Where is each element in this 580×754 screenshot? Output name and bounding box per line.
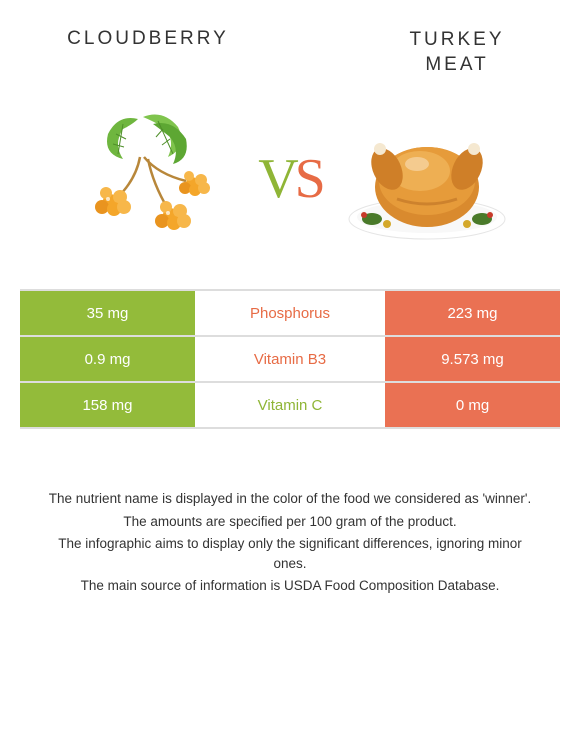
images-row: VS	[0, 89, 580, 289]
table-row: 0.9 mg Vitamin B3 9.573 mg	[20, 337, 560, 383]
footnotes: The nutrient name is displayed in the co…	[0, 429, 580, 596]
note-line: The amounts are specified per 100 gram o…	[44, 512, 536, 532]
note-line: The infographic aims to display only the…	[44, 534, 536, 575]
cell-right-value: 9.573 mg	[385, 337, 560, 381]
title-right: TURKEY MEAT	[382, 28, 532, 77]
cell-right-value: 0 mg	[385, 383, 560, 427]
cloudberry-image	[68, 109, 238, 249]
cell-nutrient: Vitamin B3	[195, 337, 385, 381]
cell-nutrient: Vitamin C	[195, 383, 385, 427]
cell-left-value: 35 mg	[20, 291, 195, 335]
comparison-table: 35 mg Phosphorus 223 mg 0.9 mg Vitamin B…	[20, 289, 560, 429]
cell-right-value: 223 mg	[385, 291, 560, 335]
title-left: CLOUDBERRY	[48, 28, 248, 50]
cell-left-value: 158 mg	[20, 383, 195, 427]
note-line: The main source of information is USDA F…	[44, 576, 536, 596]
table-row: 35 mg Phosphorus 223 mg	[20, 291, 560, 337]
turkey-image	[342, 109, 512, 249]
cell-nutrient: Phosphorus	[195, 291, 385, 335]
cell-left-value: 0.9 mg	[20, 337, 195, 381]
vs-v: V	[258, 148, 294, 210]
header: CLOUDBERRY TURKEY MEAT	[0, 0, 580, 89]
table-row: 158 mg Vitamin C 0 mg	[20, 383, 560, 429]
note-line: The nutrient name is displayed in the co…	[44, 489, 536, 509]
vs-label: VS	[258, 147, 322, 211]
vs-s: S	[295, 148, 322, 210]
